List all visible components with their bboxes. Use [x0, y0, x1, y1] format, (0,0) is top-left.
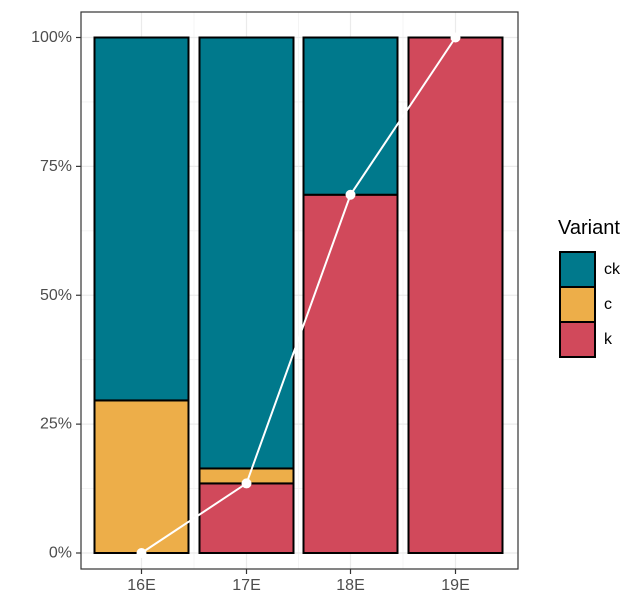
- x-tick-label: 17E: [232, 577, 260, 594]
- line-point-17E: [241, 478, 252, 489]
- line-point-16E: [136, 548, 147, 558]
- plot-border: [80, 11, 519, 570]
- bar-segment-ck-17E: [198, 36, 295, 470]
- legend-label-k: k: [604, 331, 613, 348]
- legend-key-ck: [559, 251, 596, 288]
- x-axis: 16E 17E 18E 19E: [127, 569, 470, 594]
- y-tick-label: 75%: [40, 158, 72, 175]
- legend-label-c: c: [604, 296, 612, 313]
- y-tick-label: 50%: [40, 287, 72, 304]
- y-tick-label: 25%: [40, 416, 72, 433]
- legend-label-ck: ck: [604, 261, 621, 278]
- bar-segment-k-19E: [407, 36, 504, 554]
- x-tick-label: 19E: [441, 577, 469, 594]
- legend-title: Variant: [558, 217, 620, 239]
- overlay-line: [140, 36, 457, 554]
- y-tick-label: 0%: [49, 545, 72, 562]
- x-tick-label: 16E: [127, 577, 155, 594]
- overlay-line-group: [136, 32, 461, 558]
- bar-segment-ck-18E: [302, 36, 399, 196]
- bar-segment-k-17E: [198, 482, 295, 554]
- legend-key-k: [559, 321, 596, 358]
- x-tick-label: 18E: [336, 577, 364, 594]
- legend-key-c: [559, 286, 596, 323]
- bar-segment-k-18E: [302, 193, 399, 554]
- line-point-18E: [345, 189, 356, 200]
- y-tick-label: 100%: [31, 29, 72, 46]
- bar-segment-ck-16E: [93, 36, 190, 402]
- line-point-19E: [450, 32, 461, 43]
- y-axis: 0% 25% 50% 75% 100%: [31, 29, 81, 562]
